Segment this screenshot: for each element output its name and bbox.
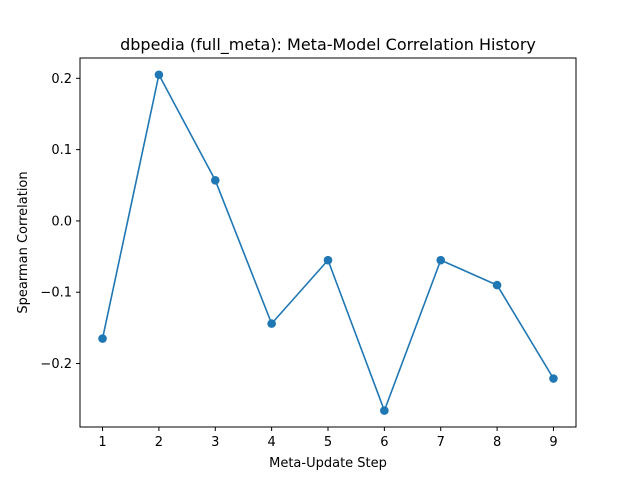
data-point	[323, 255, 333, 265]
data-point	[436, 255, 446, 265]
data-point	[380, 406, 389, 415]
data-point	[154, 70, 164, 80]
y-tick-label: 0.2	[51, 72, 72, 87]
x-axis-label: Meta-Update Step	[269, 456, 387, 471]
x-tick-label: 9	[549, 435, 557, 450]
data-point	[267, 319, 276, 328]
y-tick-label: −0.1	[40, 286, 72, 301]
plot-frame	[79, 57, 577, 428]
x-axis-ticks: 1 2 3 4 5 6 7 8 9	[98, 427, 558, 450]
y-tick-label: −0.2	[40, 357, 72, 372]
y-axis-ticks: 0.2 0.1 0.0 −0.1 −0.2	[40, 72, 80, 372]
y-tick-label: 0.1	[51, 143, 72, 158]
x-tick-label: 3	[211, 435, 219, 450]
chart-title: dbpedia (full_meta): Meta-Model Correlat…	[120, 35, 536, 55]
x-tick-label: 2	[155, 435, 163, 450]
x-tick-label: 5	[324, 435, 332, 450]
x-tick-label: 1	[98, 435, 106, 450]
data-point	[549, 374, 558, 383]
y-tick-label: 0.0	[51, 214, 72, 229]
x-tick-label: 8	[493, 435, 501, 450]
x-tick-label: 7	[437, 435, 445, 450]
x-tick-label: 4	[267, 435, 275, 450]
series-layer	[98, 70, 558, 415]
data-point	[98, 334, 107, 343]
data-point	[492, 280, 502, 290]
data-point	[210, 175, 220, 185]
y-axis-label: Spearman Correlation	[16, 171, 31, 313]
x-tick-label: 6	[380, 435, 388, 450]
